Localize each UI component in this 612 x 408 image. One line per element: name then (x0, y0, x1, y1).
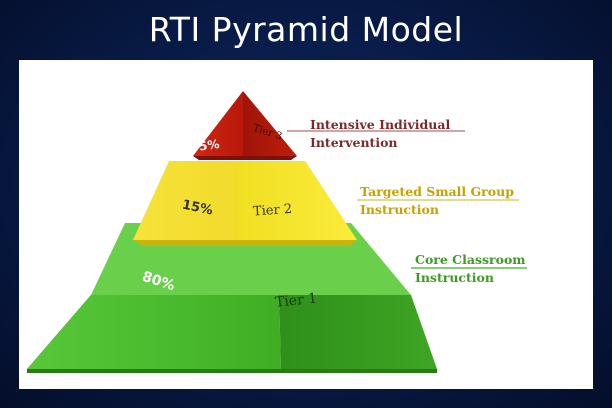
tier1-base-shadow (27, 369, 437, 373)
tier1-description-line2: Instruction (415, 270, 494, 285)
tier1-left-face (27, 295, 281, 369)
tier2-description: Targeted Small Group Instruction (360, 183, 514, 219)
tier2-description-line1: Targeted Small Group (360, 184, 514, 199)
tier1-description-line1: Core Classroom (415, 252, 526, 267)
tier2-base-shadow (133, 240, 357, 246)
tier3-description: Intensive Individual Intervention (310, 116, 450, 152)
tier2-percent: 15% (181, 197, 215, 218)
tier3-description-line1: Intensive Individual (310, 117, 451, 132)
tier3-left-face (193, 91, 243, 156)
tier1-name: Tier 1 (274, 291, 318, 311)
diagram-panel: 5% 15% 80% Tier 3 Tier 2 Tier 1 Intensiv… (19, 60, 593, 389)
rti-pyramid-diagram: 5% 15% 80% Tier 3 Tier 2 Tier 1 (27, 91, 527, 373)
tier3-right-face (243, 91, 297, 156)
tier1-right-face (279, 295, 437, 369)
tier2-name: Tier 2 (253, 202, 293, 220)
slide-title: RTI Pyramid Model (148, 10, 464, 49)
tier3-base-shadow (193, 156, 297, 160)
tier3-block (193, 91, 297, 160)
tier2-right-face (237, 161, 357, 240)
tier2-block (133, 161, 357, 246)
tier3-percent: 5% (198, 137, 220, 154)
tier1-description: Core Classroom Instruction (415, 251, 526, 287)
tier2-description-line2: Instruction (360, 202, 439, 217)
tier3-description-line2: Intervention (310, 135, 398, 150)
